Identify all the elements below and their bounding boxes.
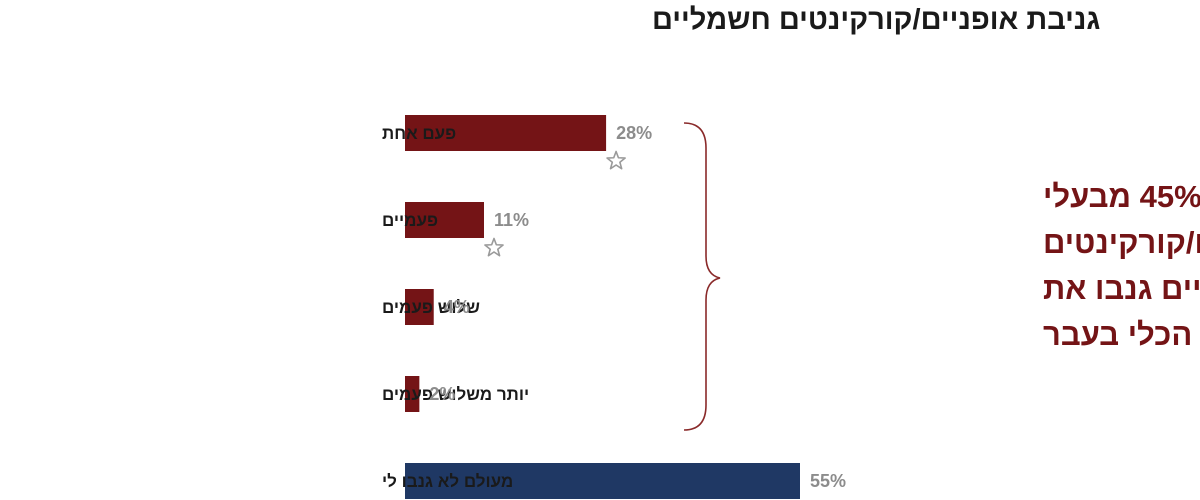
category-label: פעמיים <box>382 211 438 230</box>
annotation-line: האופניים/קורקינטים <box>1043 225 1200 260</box>
star-icon <box>606 150 626 170</box>
annotation-text: ל 45% מבעלי האופניים/קורקינטים חשמליים גנב… <box>1043 179 1200 352</box>
value-label: 55% <box>810 471 846 491</box>
bar <box>405 289 434 325</box>
annotation-line: ל 45% מבעלי <box>1043 179 1200 214</box>
annotation-line: הכלי בעבר <box>1043 317 1192 352</box>
category-label: שלוש פעמים <box>382 298 480 317</box>
bar <box>405 376 420 412</box>
bar <box>405 463 800 499</box>
chart-title: גניבת אופניים/קורקינטים חשמליים <box>652 4 1100 36</box>
group-bracket <box>683 122 721 431</box>
value-label: 4% <box>444 297 470 317</box>
star-icon <box>484 237 504 257</box>
category-label: מעולם לא גנבו לי <box>382 472 513 491</box>
annotation-line: חשמליים גנבו את <box>1043 271 1200 306</box>
bar <box>405 115 607 151</box>
category-label: פעם אחת <box>382 124 456 143</box>
bar <box>405 202 484 238</box>
value-label: 2% <box>429 384 455 404</box>
category-label: יותר משלוש פעמים <box>382 385 529 404</box>
value-label: 11% <box>494 210 529 230</box>
value-label: 28% <box>616 123 652 143</box>
